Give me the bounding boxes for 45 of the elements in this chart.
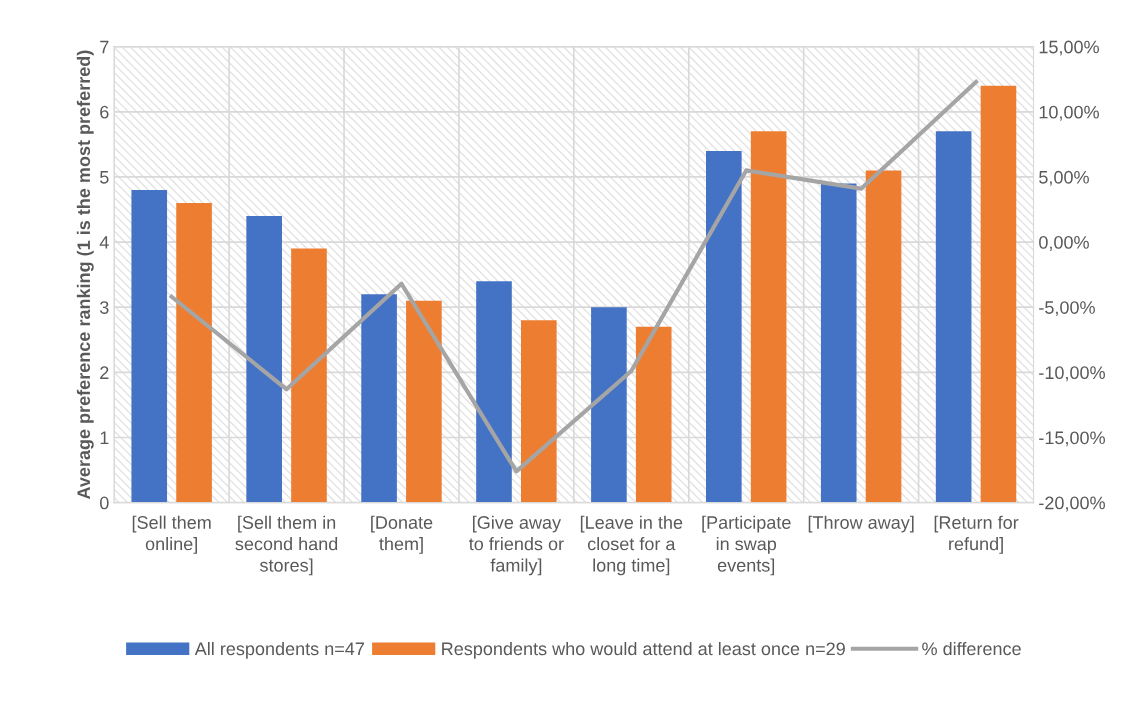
bar [520, 320, 557, 503]
y-tick-label: 4 [99, 236, 109, 249]
x-tick-label: [Sell them in second hand stores] [235, 515, 338, 576]
y2-tick-label: -5,00% [1039, 301, 1095, 317]
x-tick-label: [Leave in the closet for a long time] [580, 515, 683, 576]
y-tick-label: 0 [100, 496, 109, 510]
legend-label: % difference [922, 641, 1021, 656]
y2-tick-label: -15,00% [1039, 431, 1105, 447]
bar [361, 294, 397, 503]
bar [635, 326, 672, 503]
legend-label: Respondents who would attend at least once n=29 [442, 641, 845, 659]
y2-tick-label: 5,00% [1039, 170, 1089, 186]
x-tick-label: [Sell them online] [132, 515, 211, 554]
bar [820, 183, 857, 503]
bar [131, 189, 168, 503]
y-tick-label: 7 [100, 40, 109, 54]
x-tick-label: [Give away to friends or family] [469, 515, 564, 576]
y-tick-label: 1 [100, 431, 109, 445]
bar [980, 85, 1017, 503]
x-tick-label: [Participate in swap events] [702, 515, 791, 576]
y2-tick-label: 10,00% [1039, 105, 1099, 121]
bar [750, 131, 787, 503]
line-series [169, 79, 979, 474]
y2-tick-label: -20,00% [1039, 496, 1105, 512]
y-tick-label: 6 [100, 105, 109, 119]
bar [406, 300, 442, 503]
y2-tick-label: 15,00% [1039, 40, 1099, 56]
y-axis-title: Average preference ranking (1 is the most preferred) [76, 50, 94, 500]
bar [176, 202, 212, 503]
y-tick-label: 3 [99, 301, 109, 314]
bar [476, 281, 512, 503]
bar [246, 216, 282, 503]
bar [865, 170, 902, 503]
legend-label: All respondents n=47 [194, 641, 364, 659]
y2-tick-label: -10,00% [1039, 366, 1105, 382]
x-tick-label: [Donate them] [371, 515, 433, 554]
x-tick-label: [Return for refund] [934, 515, 1019, 554]
x-tick-label: [Throw away] [808, 515, 914, 533]
bar [591, 307, 627, 503]
y2-tick-label: 0,00% [1039, 236, 1089, 251]
y-tick-label: 5 [100, 171, 109, 184]
bar [291, 248, 327, 503]
bar [935, 131, 972, 503]
bar [706, 150, 742, 503]
y-tick-label: 2 [100, 366, 109, 379]
